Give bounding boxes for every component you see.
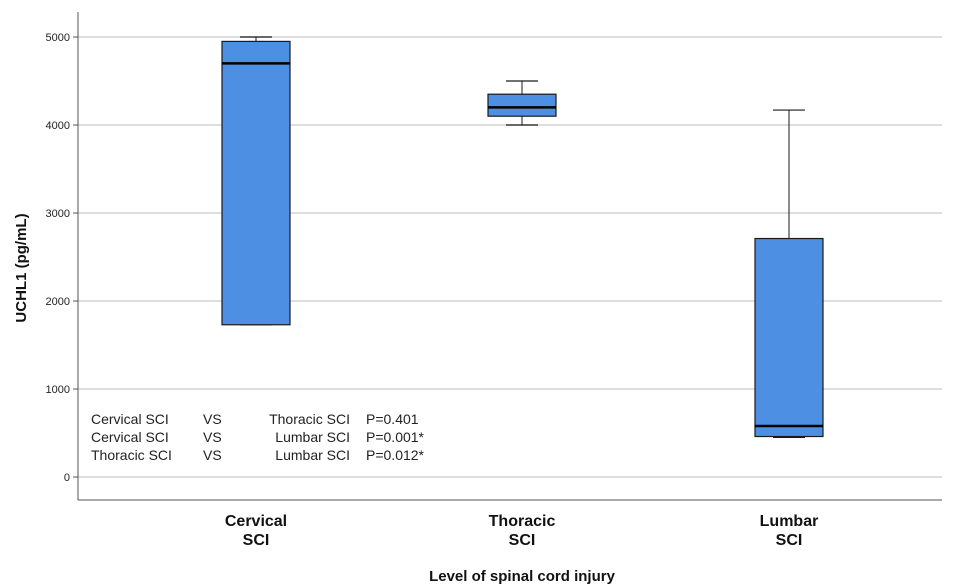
y-tick-labels: 0 1000 2000 3000 4000 5000: [46, 32, 78, 484]
y-tick-label: 1000: [46, 384, 70, 396]
significance-annotations: Cervical SCI VS Thoracic SCI P=0.401 Cervica…: [91, 411, 425, 463]
annotation-vs: VS: [203, 429, 222, 445]
annotation-p: P=0.012*: [366, 447, 425, 463]
box-2: [754, 109, 824, 438]
y-tick-label: 0: [64, 472, 70, 484]
iqr-box: [487, 93, 557, 117]
annotation-a: Cervical SCI: [91, 429, 169, 445]
annotation-a: Thoracic SCI: [91, 447, 172, 463]
box-1: [487, 80, 557, 126]
annotation-a: Cervical SCI: [91, 411, 169, 427]
category-labels: Cervical SCI Thoracic SCI Lumbar SCI: [225, 513, 818, 549]
category-label-line2: SCI: [243, 532, 270, 549]
annotation-b: Thoracic SCI: [269, 411, 350, 427]
category-label-line1: Lumbar: [760, 513, 819, 530]
category-label-line1: Cervical: [225, 513, 287, 530]
annotation-vs: VS: [203, 411, 222, 427]
annotation-p: P=0.401: [366, 411, 419, 427]
annotation-vs: VS: [203, 447, 222, 463]
annotation-p: P=0.001*: [366, 429, 425, 445]
category-label-line2: SCI: [509, 532, 536, 549]
category-label-line1: Thoracic: [489, 513, 556, 530]
x-axis-title: Level of spinal cord injury: [429, 568, 616, 585]
iqr-box: [754, 237, 824, 438]
box-series: [221, 36, 824, 438]
y-tick-label: 3000: [46, 208, 70, 220]
y-tick-label: 4000: [46, 120, 70, 132]
y-axis-title: UCHL1 (pg/mL): [13, 213, 30, 322]
annotation-b: Lumbar SCI: [275, 429, 350, 445]
y-tick-label: 5000: [46, 32, 70, 44]
y-tick-label: 2000: [46, 296, 70, 308]
iqr-box: [221, 40, 291, 326]
annotation-b: Lumbar SCI: [275, 447, 350, 463]
box-0: [221, 36, 291, 326]
category-label-line2: SCI: [776, 532, 803, 549]
